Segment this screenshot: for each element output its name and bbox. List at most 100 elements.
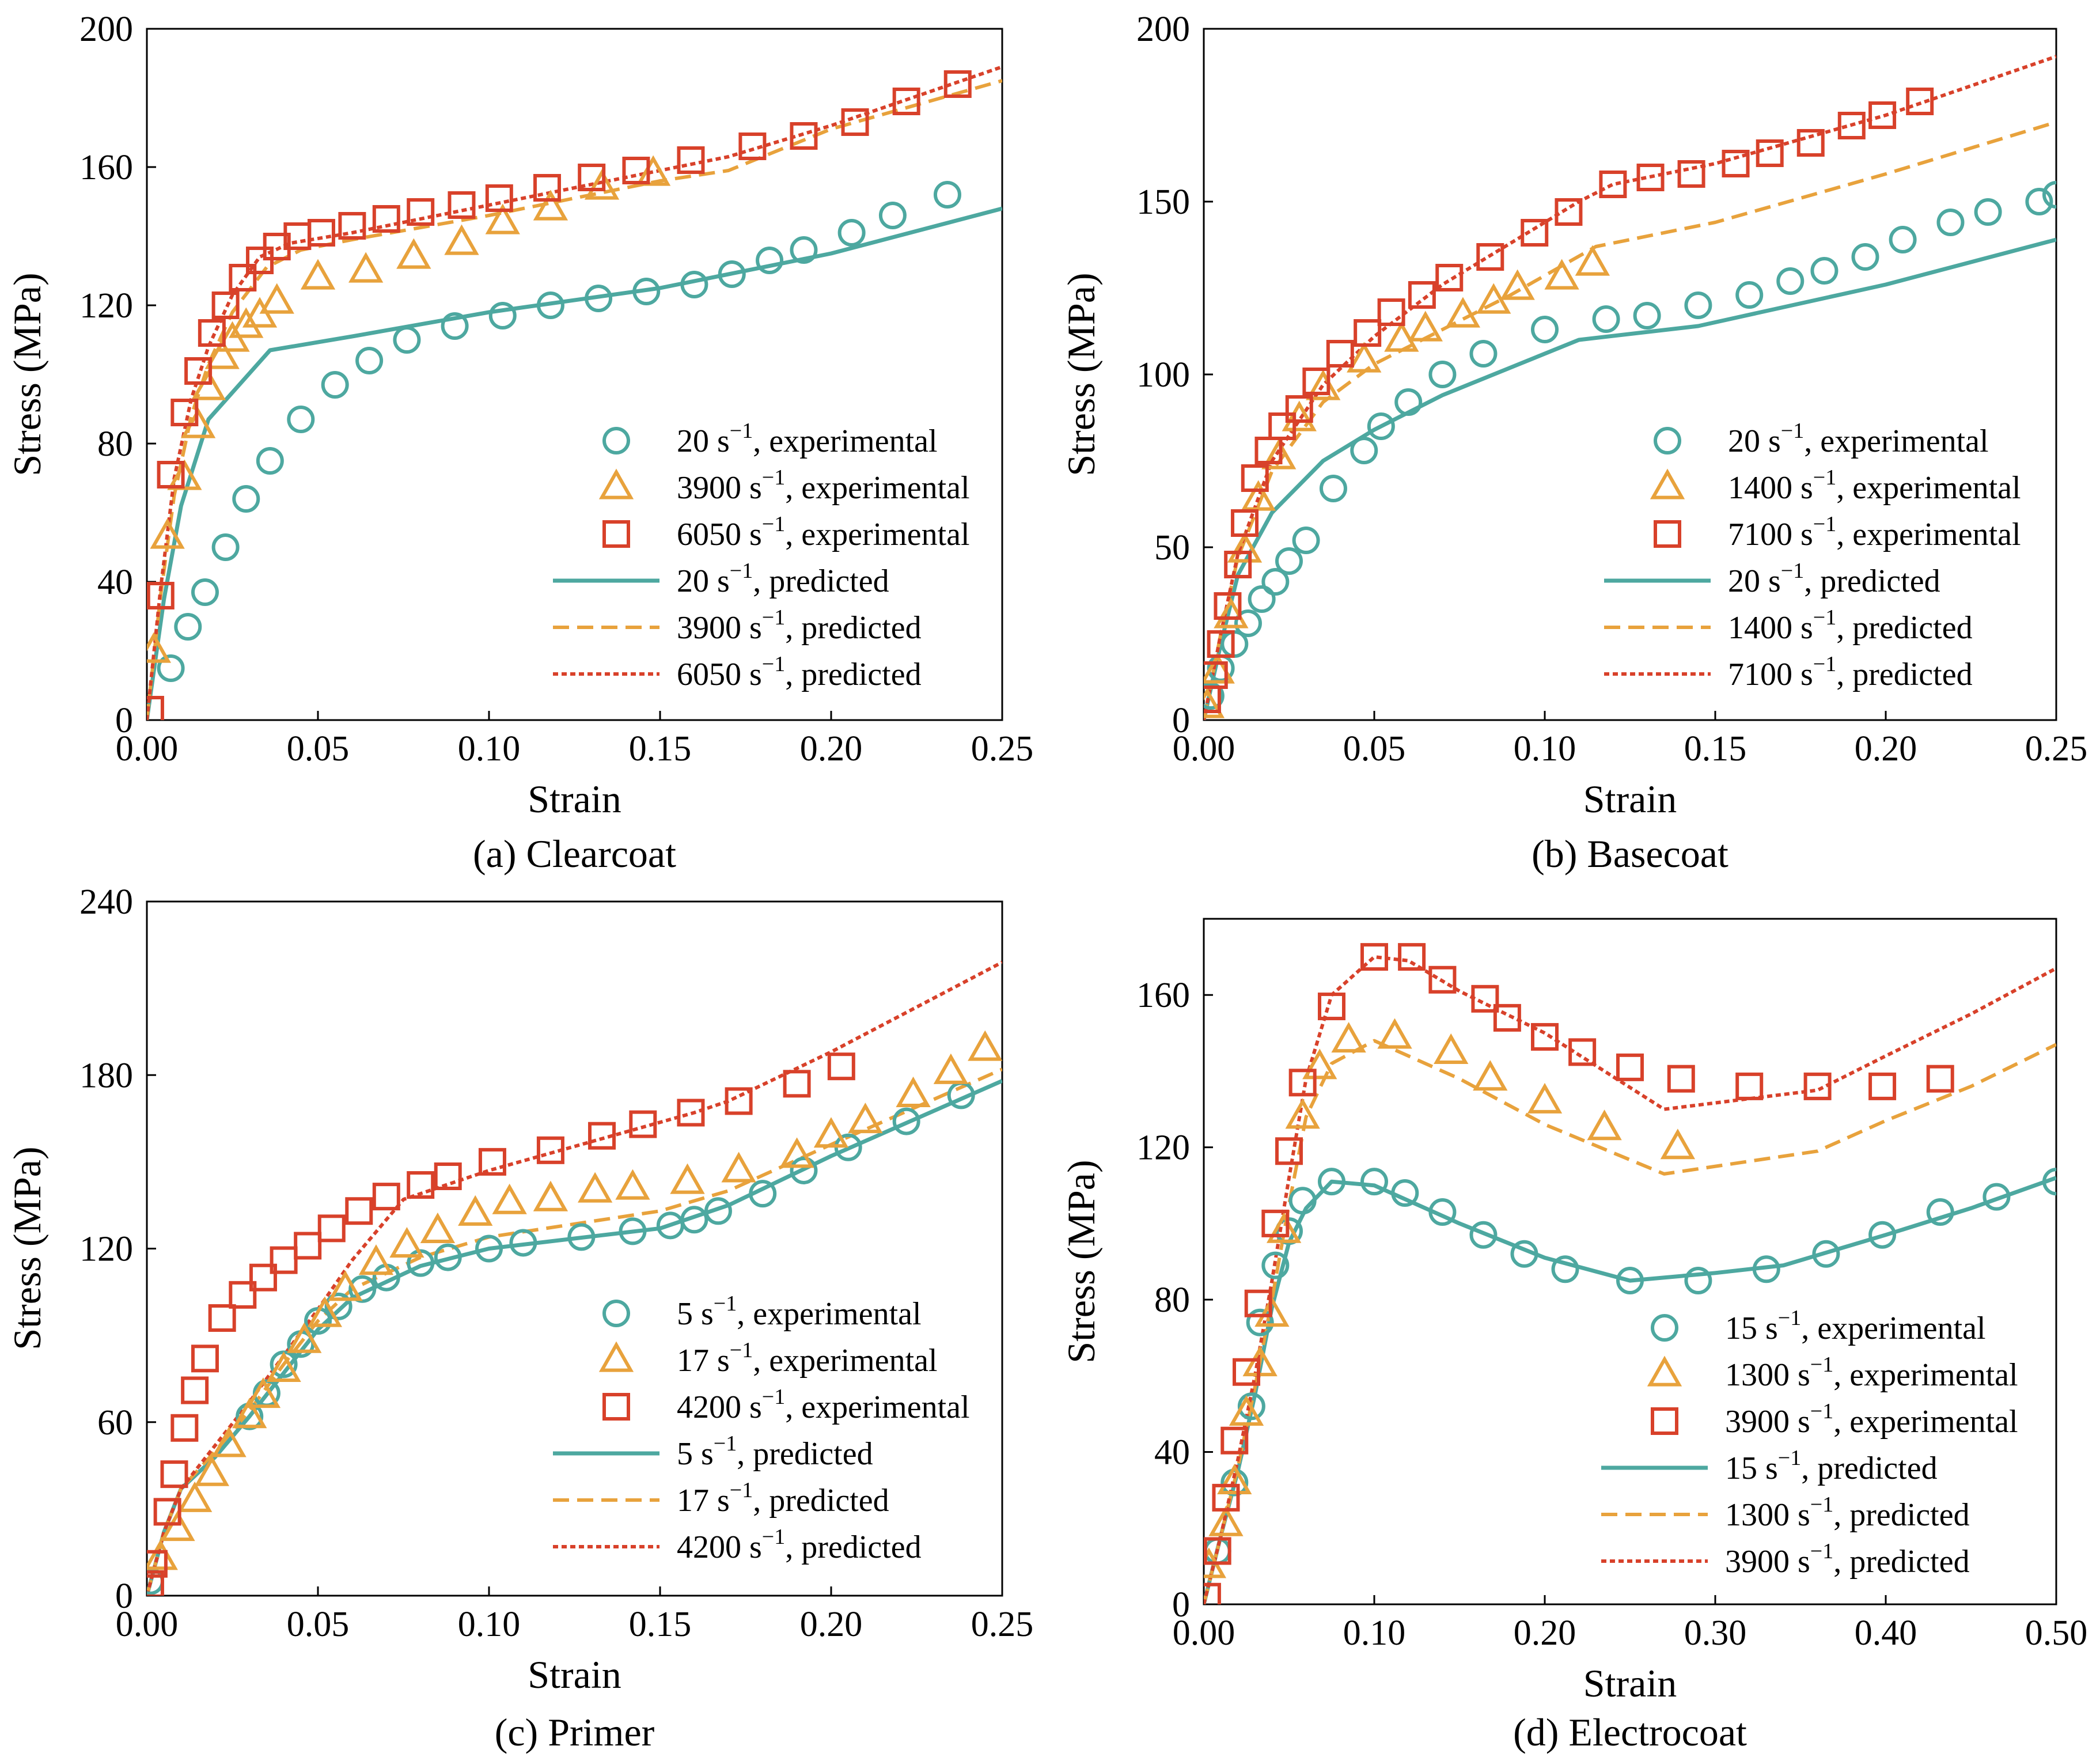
data-point-triangle — [307, 1296, 343, 1327]
data-point-square — [629, 1110, 657, 1138]
data-point-circle — [585, 285, 613, 312]
legend-superscript: −1 — [762, 512, 785, 536]
data-point-triangle — [577, 1172, 613, 1203]
data-point-triangle — [245, 1377, 281, 1408]
data-point-triangle — [1408, 310, 1443, 342]
x-tick-label: 0.10 — [458, 729, 521, 768]
legend-rate: 3900 s — [1725, 1404, 1810, 1440]
x-tick-label: 0.00 — [116, 729, 179, 768]
data-point-triangle — [204, 338, 240, 369]
plot-frame — [1203, 918, 2057, 1605]
data-point-circle — [680, 1206, 708, 1234]
data-area — [1204, 943, 2056, 1604]
data-point-circle — [355, 347, 384, 374]
data-point-square — [170, 399, 199, 426]
legend-suffix: , experimental — [1804, 423, 1988, 459]
legend-rate: 20 s — [677, 423, 730, 459]
y-axis-label: Stress (MPa) — [5, 272, 49, 476]
x-axis-label: Strain — [1583, 1661, 1677, 1705]
legend-superscript: −1 — [1813, 465, 1836, 490]
data-point-square — [1204, 1537, 1231, 1565]
data-point-triangle — [1377, 1018, 1412, 1049]
y-tick-label: 200 — [79, 10, 133, 49]
data-point-square — [157, 461, 185, 488]
data-point-square — [588, 1122, 616, 1150]
data-point-square — [1288, 1069, 1317, 1097]
data-point-circle — [475, 1234, 503, 1263]
data-point-circle — [434, 1243, 462, 1271]
data-point-square — [1212, 1483, 1240, 1512]
data-point-square — [841, 108, 869, 136]
y-axis-label: Stress (MPa) — [1059, 1160, 1103, 1363]
data-point-circle — [1684, 291, 1712, 319]
data-point-circle — [790, 1156, 818, 1184]
legend-label: 15 s−1, experimental — [1725, 1306, 1986, 1346]
y-tick-label: 0 — [115, 701, 133, 740]
legend-superscript: −1 — [762, 652, 785, 676]
panel-caption: (d) Electrocoat — [1513, 1710, 1747, 1754]
data-point-triangle — [1306, 369, 1341, 400]
data-area — [147, 65, 1002, 720]
data-point-circle — [1246, 1308, 1274, 1336]
data-point-square — [1531, 1022, 1559, 1051]
data-point-square — [1493, 1003, 1521, 1032]
legend-superscript: −1 — [714, 1292, 737, 1316]
legend-suffix: , predicted — [785, 1529, 921, 1565]
data-point-square — [147, 582, 175, 609]
legend-marker-triangle — [1650, 468, 1685, 499]
x-tick-label: 0.00 — [1173, 729, 1235, 768]
data-point-square — [1318, 993, 1345, 1021]
legend-label: 6050 s−1, experimental — [677, 512, 970, 552]
series-line-dashed — [1204, 120, 2056, 720]
y-tick-label: 0 — [1172, 1585, 1190, 1624]
data-point-circle — [1391, 1179, 1419, 1207]
legend-superscript: −1 — [1810, 1353, 1833, 1377]
data-point-triangle — [232, 1398, 267, 1429]
data-point-circle — [1394, 388, 1423, 416]
data-point-triangle — [485, 203, 520, 234]
data-point-triangle — [584, 169, 620, 200]
panel-caption: (b) Basecoat — [1532, 832, 1728, 876]
x-tick-label: 0.10 — [1514, 729, 1576, 768]
legend-suffix: , experimental — [1836, 517, 2021, 552]
data-point-circle — [1684, 1267, 1712, 1295]
data-point-triangle — [444, 224, 479, 255]
x-axis-label: Strain — [1583, 777, 1677, 821]
legend-label: 3900 s−1, predicted — [677, 605, 922, 646]
legend-rate: 17 s — [677, 1343, 730, 1378]
data-point-circle — [157, 654, 185, 682]
legend-suffix: , experimental — [1833, 1404, 2018, 1440]
legend-label: 20 s−1, experimental — [677, 419, 938, 459]
data-point-triangle — [211, 1426, 247, 1457]
data-point-square — [160, 1460, 188, 1489]
legend-rate: 3900 s — [677, 610, 762, 646]
data-point-triangle — [533, 190, 568, 221]
data-point-circle — [1551, 1255, 1579, 1283]
legend-marker-circle — [602, 427, 630, 455]
y-tick-label: 60 — [97, 1403, 133, 1442]
chart-panel-1: 0.00 0.05 0.10 0.15 0.20 0.25 0 40 80 120 160 200 St… — [5, 10, 1033, 876]
x-tick-label: 0.25 — [971, 1605, 1034, 1644]
data-point-circle — [2025, 188, 2053, 215]
legend-rate: 7100 s — [1728, 657, 1813, 692]
data-point-triangle — [1241, 480, 1276, 511]
data-point-square — [1360, 943, 1388, 971]
legend-suffix: , predicted — [1804, 563, 1940, 599]
data-point-square — [1568, 1038, 1597, 1066]
data-point-square — [345, 1197, 373, 1225]
data-point-square — [270, 1246, 298, 1274]
y-tick-label: 240 — [79, 883, 133, 922]
legend-label: 7100 s−1, predicted — [1728, 652, 1973, 692]
data-point-circle — [837, 219, 866, 247]
legend-suffix: , experimental — [753, 1343, 937, 1378]
legend-suffix: , experimental — [753, 423, 937, 459]
data-point-circle — [1237, 1392, 1265, 1421]
data-point-circle — [790, 236, 818, 264]
data-point-square — [1906, 88, 1934, 115]
x-tick-label: 0.10 — [458, 1605, 521, 1644]
legend-marker-square — [1654, 520, 1681, 548]
data-point-circle — [1367, 412, 1395, 440]
legend-suffix: , predicted — [1836, 610, 1972, 646]
data-point-square — [1868, 101, 1897, 129]
legend-superscript: −1 — [1810, 1399, 1833, 1423]
